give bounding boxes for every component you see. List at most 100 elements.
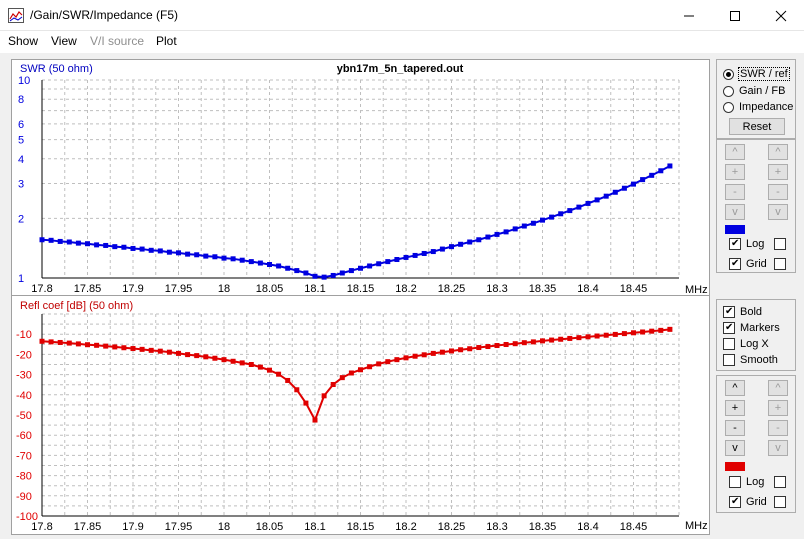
grid-lines [41, 313, 680, 517]
data-point [449, 244, 454, 250]
data-point [503, 342, 509, 348]
swr-right-minus-button[interactable]: - [768, 184, 788, 200]
swr-left-plus-button[interactable]: + [725, 164, 745, 180]
refl-log-right-check[interactable] [774, 476, 786, 488]
data-point [558, 211, 564, 217]
swr-left-minus-button[interactable]: - [725, 184, 745, 200]
x-tick-label: 18.3 [486, 283, 507, 295]
radio-dot[interactable] [723, 68, 734, 80]
smooth-check[interactable]: Smooth [723, 352, 778, 368]
y-tick-label: -20 [16, 349, 32, 361]
menu-plot[interactable]: Plot [156, 34, 177, 48]
menu-show[interactable]: Show [8, 34, 39, 48]
x-tick-label: 18 [218, 283, 230, 295]
radio-label: Impedance [739, 101, 794, 113]
data-point [540, 217, 545, 223]
y-tick-label: 3 [18, 179, 24, 191]
data-point [139, 246, 145, 252]
refl-grid-right-check[interactable] [774, 496, 786, 508]
x-tick-label: 17.9 [122, 521, 143, 533]
swr-grid-right-check[interactable] [774, 258, 786, 270]
data-point [367, 263, 373, 269]
data-point [494, 343, 500, 349]
bold-check[interactable]: Bold [723, 304, 762, 320]
data-point [549, 337, 555, 343]
refl-right-up-button[interactable]: ^ [768, 380, 788, 396]
radio-swr-ref[interactable]: SWR / ref [723, 66, 790, 82]
data-point [439, 349, 445, 355]
close-button[interactable] [758, 0, 804, 31]
y-tick-label: 10 [18, 75, 30, 87]
reset-button[interactable]: Reset [729, 118, 785, 135]
data-point [66, 239, 72, 245]
data-point [166, 249, 172, 255]
checkbox[interactable] [729, 496, 741, 508]
data-point [303, 270, 309, 276]
checkbox[interactable] [723, 354, 735, 366]
data-point [394, 257, 400, 263]
menu-vi-source[interactable]: V/I source [90, 34, 145, 48]
swr-left-down-button[interactable]: v [725, 204, 745, 220]
maximize-button[interactable] [712, 0, 758, 31]
data-point [75, 341, 81, 347]
x-tick-label: 17.95 [165, 283, 193, 295]
check-label: Grid [746, 258, 767, 270]
radio-dot[interactable] [723, 85, 734, 97]
data-point [285, 265, 291, 271]
refl-color-swatch[interactable] [725, 462, 745, 471]
data-point [212, 254, 218, 260]
markers-check[interactable]: Markers [723, 320, 780, 336]
data-point [239, 257, 245, 263]
x-tick-label: 17.8 [31, 521, 52, 533]
refl-right-plus-button[interactable]: + [768, 400, 788, 416]
data-point [667, 326, 673, 332]
checkbox[interactable] [729, 476, 741, 488]
data-point [467, 346, 473, 352]
checkbox[interactable] [723, 322, 735, 334]
radio-dot[interactable] [723, 101, 734, 113]
checkbox[interactable] [729, 238, 741, 250]
swr-log-check[interactable]: Log [729, 236, 764, 252]
refl-left-up-button[interactable]: ^ [725, 380, 745, 396]
check-label: Markers [740, 322, 780, 334]
checkbox[interactable] [723, 306, 735, 318]
data-point [512, 226, 518, 232]
refl-right-down-button[interactable]: v [768, 440, 788, 456]
data-point [139, 346, 145, 352]
refl-grid-check[interactable]: Grid [729, 494, 767, 510]
refl-left-down-button[interactable]: v [725, 440, 745, 456]
checkbox[interactable] [729, 258, 741, 270]
swr-grid-check[interactable]: Grid [729, 256, 767, 272]
minimize-button[interactable] [666, 0, 712, 31]
data-point [339, 270, 345, 276]
refl-plot-panel: Refl coef [dB] (50 ohm) MHz 17.8 17.85 17.… [11, 295, 710, 535]
checkbox[interactable] [723, 338, 735, 350]
data-point [248, 259, 254, 265]
radio-gain-fb[interactable]: Gain / FB [723, 83, 785, 99]
swr-right-down-button[interactable]: v [768, 204, 788, 220]
swr-right-plus-button[interactable]: + [768, 164, 788, 180]
y-tick-label: -50 [16, 410, 32, 422]
refl-log-check[interactable]: Log [729, 474, 764, 490]
refl-left-plus-button[interactable]: + [725, 400, 745, 416]
data-point [594, 333, 600, 339]
refl-right-minus-button[interactable]: - [768, 420, 788, 436]
data-point [521, 340, 527, 346]
check-label: Grid [746, 496, 767, 508]
y-tick-label: -80 [16, 471, 32, 483]
data-point [221, 357, 227, 363]
y-tick-label: 5 [18, 135, 24, 147]
y-tick-label: 8 [18, 94, 24, 106]
swr-color-swatch[interactable] [725, 225, 745, 234]
radio-impedance[interactable]: Impedance [723, 99, 793, 115]
logx-check[interactable]: Log X [723, 336, 769, 352]
window-title: /Gain/SWR/Impedance (F5) [30, 8, 179, 22]
menu-view[interactable]: View [51, 34, 77, 48]
refl-left-minus-button[interactable]: - [725, 420, 745, 436]
swr-right-up-button[interactable]: ^ [768, 144, 788, 160]
swr-left-up-button[interactable]: ^ [725, 144, 745, 160]
data-point [667, 163, 673, 169]
data-point [39, 338, 45, 344]
swr-log-right-check[interactable] [774, 238, 786, 250]
data-point [430, 350, 436, 356]
